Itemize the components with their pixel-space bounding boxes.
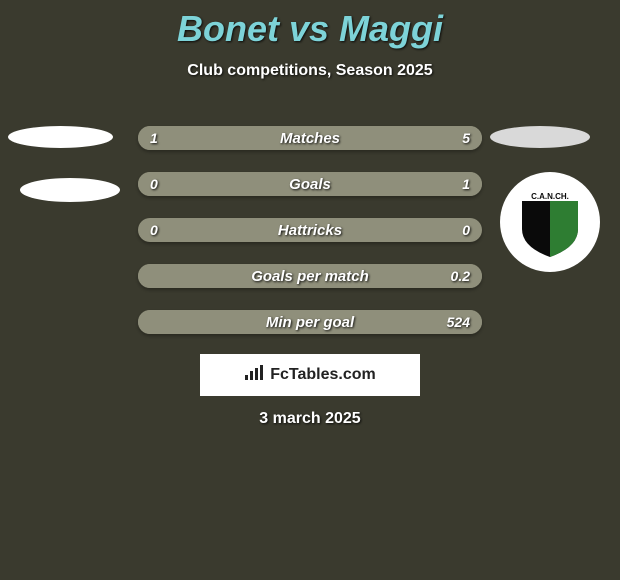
stat-label: Goals per match — [138, 264, 482, 288]
stat-value-left: 0 — [150, 218, 158, 242]
stat-row: Goals0 1 — [138, 172, 482, 196]
stat-value-right: 1 — [462, 172, 470, 196]
brand-box[interactable]: FcTables.com — [200, 354, 420, 396]
brand-text: FcTables.com — [270, 366, 376, 384]
club-shield-icon: C.A.N.CH. — [518, 185, 582, 259]
page-subtitle: Club competitions, Season 2025 — [0, 62, 620, 80]
stat-label: Min per goal — [138, 310, 482, 334]
stat-row: Goals per match0.2 — [138, 264, 482, 288]
chart-icon — [244, 365, 264, 386]
stat-row: Hattricks0 0 — [138, 218, 482, 242]
club-badge: C.A.N.CH. — [500, 172, 600, 272]
page-title: Bonet vs Maggi — [0, 0, 620, 50]
left-player-ellipse-1 — [8, 126, 113, 148]
stat-row: Min per goal524 — [138, 310, 482, 334]
badge-acronym: C.A.N.CH. — [531, 192, 569, 201]
stat-value-right: 524 — [447, 310, 470, 334]
stats-bars: Matches15Goals01Hattricks00Goals per mat… — [138, 126, 482, 356]
stat-value-left: 0 — [150, 172, 158, 196]
left-player-ellipse-2 — [20, 178, 120, 202]
stat-label: Hattricks — [138, 218, 482, 242]
stat-value-left: 1 — [150, 126, 158, 150]
stat-label: Goals — [138, 172, 482, 196]
stat-value-right: 0.2 — [451, 264, 470, 288]
date-text: 3 march 2025 — [0, 410, 620, 428]
right-player-ellipse — [490, 126, 590, 148]
stat-value-right: 5 — [462, 126, 470, 150]
stat-value-right: 0 — [462, 218, 470, 242]
stat-label: Matches — [138, 126, 482, 150]
stat-row: Matches1 5 — [138, 126, 482, 150]
